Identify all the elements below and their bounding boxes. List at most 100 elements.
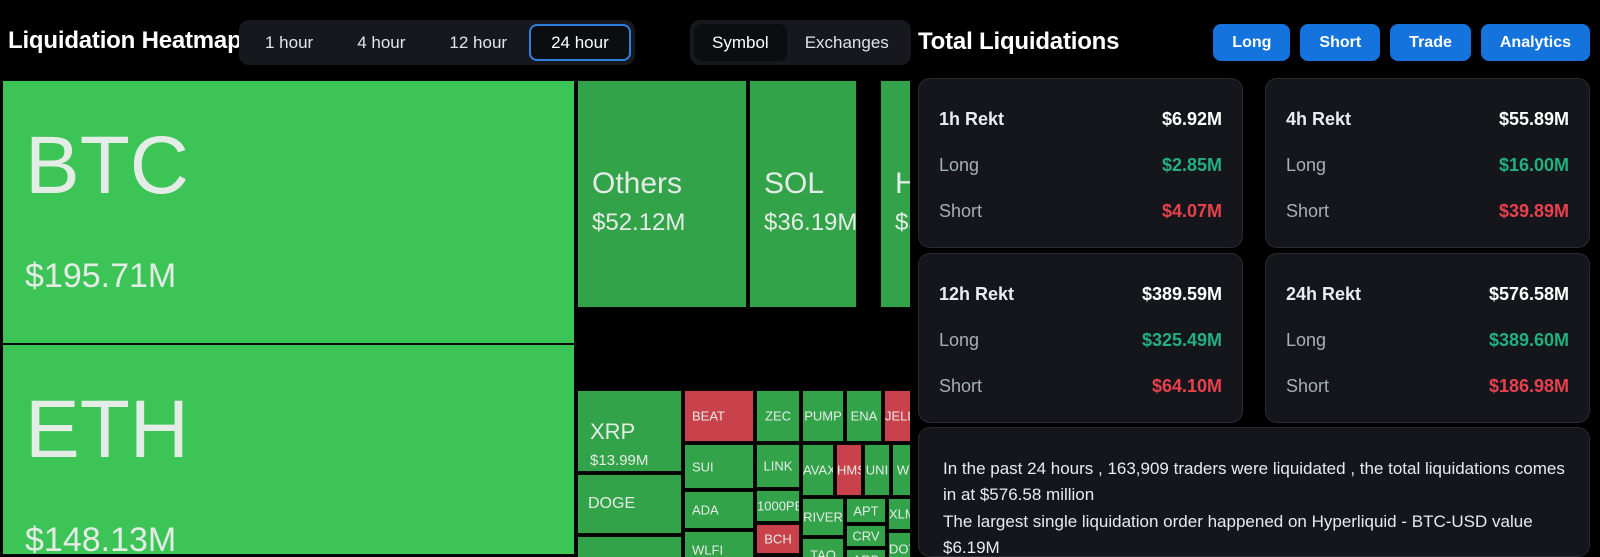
tile-symbol: CRV	[852, 528, 880, 544]
tile-symbol: RIVER	[803, 509, 843, 525]
stat-row-long: Long $2.85M	[939, 153, 1222, 177]
tile-symbol: PUMP	[804, 408, 842, 424]
heatmap-tile-doge[interactable]: DOGE	[577, 474, 682, 534]
heatmap-tile-btc[interactable]: BTC $195.71M	[2, 80, 575, 344]
heatmap-tile-sol[interactable]: SOL $36.19M	[749, 80, 857, 308]
heatmap-tile-ada[interactable]: ADA	[684, 491, 754, 529]
stat-card-4h[interactable]: 4h Rekt $55.89M Long $16.00M Short $39.8…	[1265, 78, 1590, 248]
stat-total-value: $55.89M	[1498, 108, 1569, 129]
heatmap-tile-arb[interactable]: ARB	[846, 549, 886, 557]
stat-long-value: $389.60M	[1488, 329, 1569, 350]
time-range-1-hour[interactable]: 1 hour	[265, 32, 314, 52]
stat-short-label: Short	[1286, 200, 1330, 221]
summary-line-1: In the past 24 hours , 163,909 traders w…	[943, 459, 1565, 505]
time-range-segmented-control[interactable]: 1 hour 4 hour 12 hour 24 hour	[239, 20, 635, 65]
heatmap-tile-jelly[interactable]: JELLY	[884, 390, 910, 442]
stat-short-value: $64.10M	[1151, 375, 1222, 396]
heatmap-tile-river[interactable]: RIVER	[802, 498, 844, 536]
stat-long-value: $2.85M	[1161, 154, 1222, 175]
stat-total-value: $576.58M	[1488, 283, 1569, 304]
stat-long-label: Long	[1286, 329, 1327, 350]
stats-panel: 1h Rekt $6.92M Long $2.85M Short $4.07M …	[918, 78, 1590, 557]
analytics-button[interactable]: Analytics	[1480, 24, 1590, 61]
heatmap-tile-pump[interactable]: PUMP	[802, 390, 844, 442]
tile-symbol: Others	[592, 167, 683, 200]
heatmap-tile-w[interactable]: W	[892, 444, 910, 496]
stat-row-long: Long $325.49M	[939, 328, 1222, 352]
tile-symbol: JELLY	[885, 408, 910, 424]
tile-symbol: HMSTR	[837, 462, 861, 478]
summary-line-2: The largest single liquidation order hap…	[943, 511, 1533, 557]
tile-symbol: ARB	[847, 554, 885, 557]
heatmap-tile-link[interactable]: LINK	[756, 444, 800, 488]
liquidation-treemap[interactable]: BTC $195.71M ETH $148.13M Others $52.12M SOL $3…	[0, 78, 910, 557]
heatmap-tile-xlm[interactable]: XLM	[888, 498, 910, 530]
time-range-12-hour[interactable]: 12 hour	[449, 32, 508, 52]
tile-symbol: TAO	[810, 547, 836, 557]
tile-symbol: XLM	[889, 506, 910, 522]
heatmap-tile-zec[interactable]: ZEC	[756, 390, 800, 442]
top-bar: Liquidation Heatmap 1 hour 4 hour 12 hou…	[0, 0, 1600, 78]
heatmap-tile-eth[interactable]: ETH $148.13M	[2, 344, 575, 555]
stat-total-value: $389.59M	[1141, 283, 1222, 304]
heatmap-tile-ena[interactable]: ENA	[846, 390, 882, 442]
short-button[interactable]: Short	[1300, 24, 1381, 61]
stat-row-short: Short $4.07M	[939, 199, 1222, 223]
heatmap-tile-fartcoin[interactable]: FARTCOIN	[577, 536, 682, 557]
tile-symbol: ETH	[25, 384, 189, 475]
stat-row-short: Short $39.89M	[1286, 199, 1569, 223]
time-range-24-hour[interactable]: 24 hour	[529, 24, 631, 61]
heatmap-tile-avax[interactable]: AVAX	[802, 444, 834, 496]
stat-short-value: $186.98M	[1488, 375, 1569, 396]
tile-value: $36.19M	[764, 209, 857, 236]
heatmap-tile-sui[interactable]: SUI	[684, 444, 754, 489]
heatmap-tile-1000pepe[interactable]: 1000PEPE	[756, 490, 800, 522]
tile-symbol: DOT	[889, 541, 910, 557]
stat-title: 4h Rekt	[1286, 108, 1352, 129]
heatmap-tile-apt[interactable]: APT	[846, 498, 886, 523]
heatmap-tile-others[interactable]: Others $52.12M	[577, 80, 747, 308]
page-title: Liquidation Heatmap	[8, 27, 242, 54]
heatmap-tile-wlfi[interactable]: WLFI	[684, 531, 754, 557]
heatmap-tile-hype[interactable]: HYPE $30.06M	[880, 80, 910, 308]
heatmap-tile-xrp[interactable]: XRP $13.99M	[577, 390, 682, 472]
heatmap-tile-crv[interactable]: CRV	[846, 525, 886, 547]
heatmap-tile-dot[interactable]: DOT	[888, 532, 910, 557]
tile-symbol: 1000PEPE	[757, 498, 799, 514]
stat-short-value: $4.07M	[1161, 200, 1222, 221]
tile-value: $148.13M	[25, 521, 177, 555]
stat-card-12h[interactable]: 12h Rekt $389.59M Long $325.49M Short $6…	[918, 253, 1243, 423]
heatmap-tile-hmstr[interactable]: HMSTR	[836, 444, 862, 496]
heatmap-tile-uni[interactable]: UNI	[864, 444, 890, 496]
heatmap-tile-bch[interactable]: BCH	[756, 524, 800, 554]
time-range-4-hour[interactable]: 4 hour	[357, 32, 406, 52]
tile-symbol: AVAX	[803, 462, 834, 478]
stat-long-value: $325.49M	[1141, 329, 1222, 350]
stat-long-value: $16.00M	[1498, 154, 1569, 175]
stat-row-total: 12h Rekt $389.59M	[939, 282, 1222, 306]
heatmap-tile-beat[interactable]: BEAT	[684, 390, 754, 442]
trade-button[interactable]: Trade	[1390, 24, 1471, 61]
tile-symbol: SOL	[764, 167, 825, 200]
stat-short-value: $39.89M	[1498, 200, 1569, 221]
tile-symbol: APT	[853, 503, 879, 518]
action-button-row: Long Short Trade Analytics	[1213, 24, 1590, 61]
stat-short-label: Short	[939, 375, 983, 396]
stat-card-24h[interactable]: 24h Rekt $576.58M Long $389.60M Short $1…	[1265, 253, 1590, 423]
view-mode-symbol[interactable]: Symbol	[694, 24, 787, 61]
heatmap-tile-tao[interactable]: TAO	[802, 538, 844, 557]
stat-card-1h[interactable]: 1h Rekt $6.92M Long $2.85M Short $4.07M	[918, 78, 1243, 248]
stat-row-long: Long $389.60M	[1286, 328, 1569, 352]
stat-short-label: Short	[939, 200, 983, 221]
tile-symbol: W	[896, 462, 910, 478]
total-liquidations-title: Total Liquidations	[918, 28, 1120, 55]
tile-value: $52.12M	[592, 209, 686, 236]
stat-row-total: 4h Rekt $55.89M	[1286, 107, 1569, 131]
view-mode-segmented-control[interactable]: Symbol Exchanges	[690, 20, 911, 65]
stat-title: 12h Rekt	[939, 283, 1015, 304]
stat-long-label: Long	[1286, 154, 1327, 175]
long-button[interactable]: Long	[1213, 24, 1291, 61]
tile-value: $30.06M	[895, 209, 910, 236]
view-mode-exchanges[interactable]: Exchanges	[804, 32, 889, 52]
